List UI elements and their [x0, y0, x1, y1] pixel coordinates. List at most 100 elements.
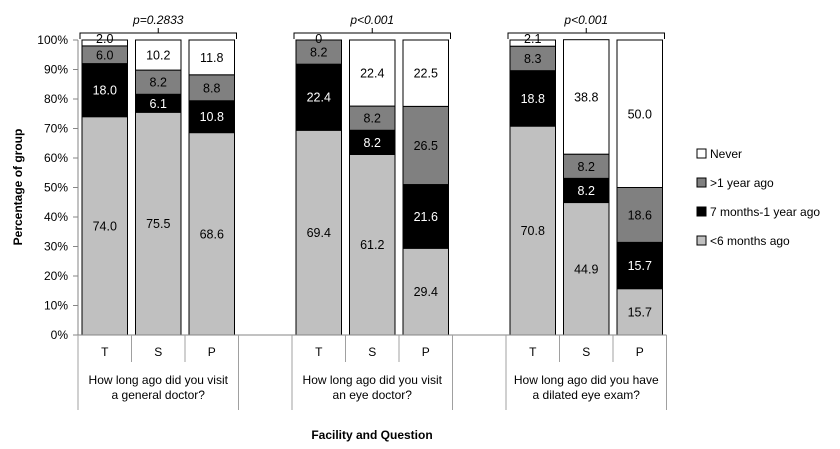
- bar-segment: [81, 116, 128, 336]
- question-label: a general doctor?: [112, 388, 206, 402]
- data-label: 8.8: [203, 81, 220, 95]
- data-label: 44.9: [574, 262, 598, 276]
- bar-segment: [509, 70, 556, 127]
- data-label: 21.6: [414, 210, 438, 224]
- y-tick-label: 90%: [44, 63, 68, 77]
- bar-segment: [509, 45, 556, 72]
- data-label: 74.0: [93, 219, 117, 233]
- bar-segment: [81, 39, 128, 47]
- category-label: S: [154, 345, 162, 359]
- y-tick-label: 20%: [44, 269, 68, 283]
- data-label: 22.4: [307, 91, 331, 105]
- x-axis-title: Facility and Question: [311, 428, 432, 442]
- legend-label: <6 months ago: [710, 234, 790, 248]
- data-label: 15.7: [628, 259, 652, 273]
- legend-label: Never: [710, 147, 742, 161]
- bar-segment: [349, 39, 396, 107]
- bar-segment: [563, 153, 610, 179]
- legend-label: 7 months-1 year ago: [710, 205, 820, 219]
- legend-swatch: [696, 177, 707, 188]
- data-label: 8.2: [310, 46, 327, 60]
- data-label: 70.8: [521, 224, 545, 238]
- data-label: 8.2: [578, 160, 595, 174]
- y-tick-label: 70%: [44, 122, 68, 136]
- y-tick-label: 0%: [51, 328, 69, 342]
- bar-segment: [402, 105, 449, 186]
- legend: Never >1 year ago 7 months-1 year ago <6 mo…: [696, 147, 820, 248]
- bar-segment: [402, 247, 449, 336]
- question-label: a dilated eye exam?: [533, 388, 641, 402]
- legend-item: >1 year ago: [696, 176, 774, 190]
- data-label: 6.1: [150, 97, 167, 111]
- y-axis-title: Percentage of group: [11, 129, 25, 246]
- bar-group: 70.8 18.8 8.3 2.1 44.9 8.2 8.2 38.8 15.7 15.7 18.6…: [509, 32, 663, 336]
- question-label: How long ago did you visit: [89, 373, 229, 387]
- bar-segment: [563, 202, 610, 336]
- bar-segment: [188, 39, 235, 76]
- question-label: an eye doctor?: [333, 388, 413, 402]
- y-tick-label: 100%: [37, 33, 68, 47]
- data-label: 10.8: [200, 110, 224, 124]
- data-label: 26.5: [414, 139, 438, 153]
- data-label: 10.2: [146, 49, 170, 63]
- y-tick-label: 80%: [44, 92, 68, 106]
- bar-segment: [349, 129, 396, 155]
- bar-segment: [135, 111, 182, 336]
- category-label: S: [582, 345, 590, 359]
- data-label: 50.0: [628, 107, 652, 121]
- category-label: T: [315, 345, 323, 359]
- category-label: T: [529, 345, 537, 359]
- bar-segment: [616, 187, 663, 243]
- y-tick-label: 10%: [44, 299, 68, 313]
- category-label: P: [422, 345, 430, 359]
- data-label: 18.8: [521, 92, 545, 106]
- legend-item: 7 months-1 year ago: [696, 205, 820, 219]
- bar-segment: [402, 184, 449, 249]
- p-value-label: p<0.001: [349, 13, 394, 27]
- data-label: 61.2: [360, 238, 384, 252]
- category-label: P: [208, 345, 216, 359]
- legend-swatch: [696, 235, 707, 246]
- data-label: 69.4: [307, 226, 331, 240]
- y-tick-label: 60%: [44, 151, 68, 165]
- data-label: 6.0: [96, 48, 113, 62]
- bar-segment: [509, 125, 556, 336]
- data-label: 2.0: [96, 32, 113, 46]
- legend-swatch: [696, 206, 707, 217]
- data-label: 22.4: [360, 67, 384, 81]
- data-label: 18.0: [93, 84, 117, 98]
- data-label: 8.2: [578, 184, 595, 198]
- category-label: S: [368, 345, 376, 359]
- p-value-annotations: p=0.2833 p<0.001 p<0.001: [79, 13, 665, 39]
- p-value-label: p=0.2833: [132, 13, 184, 27]
- question-label: How long ago did you visit: [303, 373, 443, 387]
- bar-segment: [509, 39, 556, 47]
- bar-group: 74.0 18.0 6.0 2.0 75.5 6.1 8.2 10.2 68.6 10.8 8.8 1…: [81, 32, 235, 336]
- question-label: How long ago did you have: [514, 373, 659, 387]
- bar-segment: [563, 39, 610, 155]
- bar-segment: [402, 39, 449, 107]
- data-label: 8.2: [364, 136, 381, 150]
- y-tick-label: 30%: [44, 240, 68, 254]
- category-label: P: [636, 345, 644, 359]
- p-value-label: p<0.001: [563, 13, 608, 27]
- legend-label: >1 year ago: [710, 176, 774, 190]
- data-label: 8.2: [150, 76, 167, 90]
- legend-swatch: [696, 148, 707, 159]
- data-label: 8.3: [524, 52, 541, 66]
- y-tick-label: 40%: [44, 210, 68, 224]
- bar-segment: [295, 63, 342, 131]
- data-label: 68.6: [200, 227, 224, 241]
- bar-segment: [295, 129, 342, 336]
- legend-item: <6 months ago: [696, 234, 790, 248]
- y-tick-label: 50%: [44, 181, 68, 195]
- data-label: 11.8: [200, 51, 223, 65]
- bar-segment: [188, 74, 235, 102]
- category-label: T: [101, 345, 109, 359]
- data-label: 22.5: [414, 67, 438, 81]
- bar-segment: [135, 39, 182, 71]
- bar-group: 69.422.48.2061.28.28.222.429.421.626.522…: [295, 32, 449, 336]
- data-label: 2.1: [524, 32, 541, 46]
- data-label: 0: [315, 32, 322, 46]
